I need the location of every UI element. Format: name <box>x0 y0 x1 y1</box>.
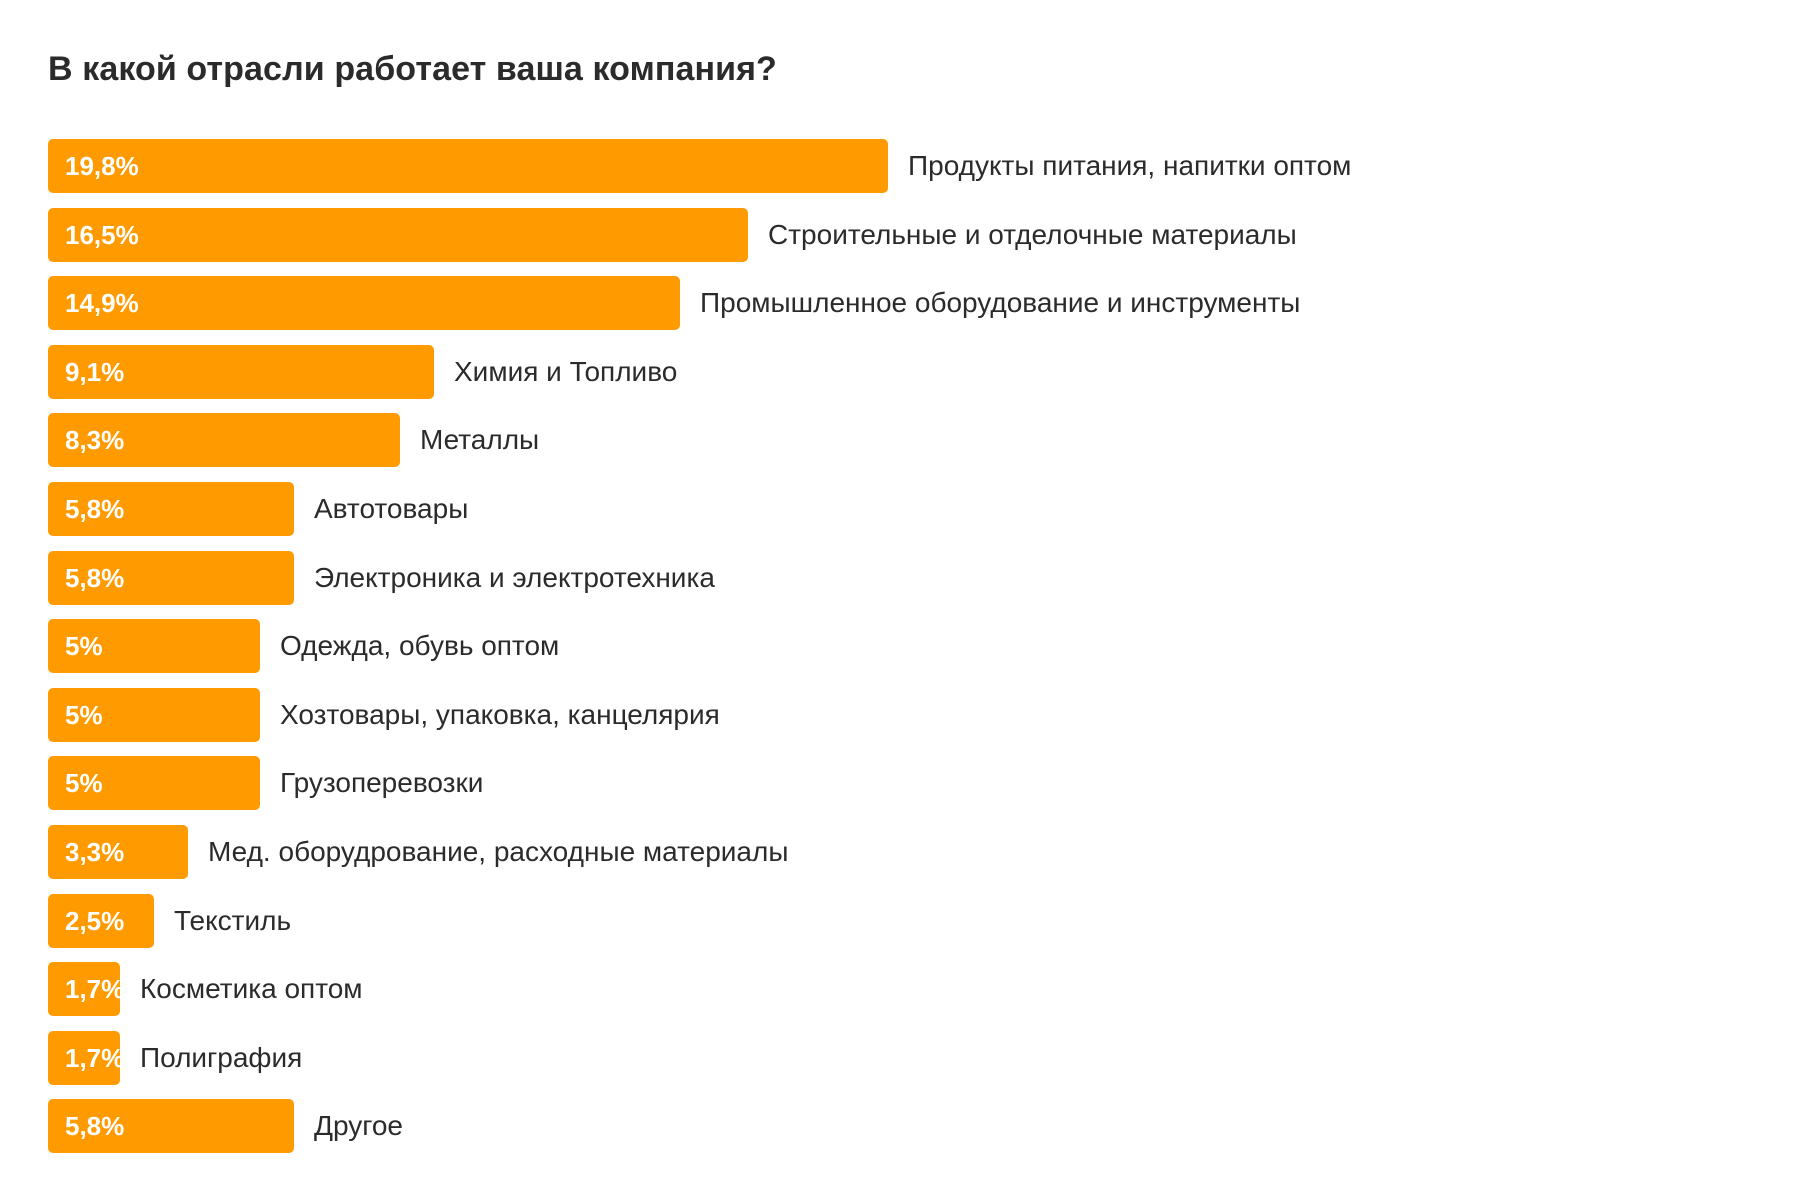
category-label: Мед. оборудрование, расходные материалы <box>208 836 789 867</box>
bar: 8,3% <box>48 413 400 468</box>
chart-title: В какой отрасли работает ваша компания? <box>48 50 777 88</box>
chart-row: 5% Одежда, обувь оптом <box>48 619 1748 674</box>
chart-row: 1,7% Косметика оптом <box>48 962 1748 1017</box>
chart-row: 5,8% Другое <box>48 1099 1748 1154</box>
bar-value-label: 5,8% <box>65 1111 125 1142</box>
category-label: Электроника и электротехника <box>314 561 715 593</box>
bar-value-label: 3,3% <box>65 837 125 867</box>
chart-row: 5,8% Электроника и электротехника <box>48 550 1748 605</box>
chart-row: 2,5% Текстиль <box>48 893 1748 948</box>
bar: 16,5% <box>48 207 748 262</box>
bar: 5% <box>48 619 260 674</box>
chart-row: 5,8% Автотовары <box>48 482 1748 536</box>
bar: 2,5% <box>48 893 154 948</box>
bar-value-label: 8,3% <box>65 425 125 456</box>
bar-value-label: 5,8% <box>65 494 125 524</box>
bar-value-label: 1,7% <box>65 1042 125 1073</box>
category-label: Текстиль <box>174 904 292 936</box>
chart-row: 5% Грузоперевозки <box>48 756 1748 811</box>
chart-row: 9,1% Химия и Топливо <box>48 344 1748 399</box>
bar: 5,8% <box>48 1099 294 1154</box>
bar-value-label: 14,9% <box>65 288 139 319</box>
bar-value-label: 5% <box>65 631 103 662</box>
bar: 9,1% <box>48 344 434 399</box>
bar: 3,3% <box>48 825 188 879</box>
category-label: Другое <box>314 1110 403 1142</box>
category-label: Металлы <box>420 424 540 456</box>
category-label: Промышленное оборудование и инструменты <box>700 287 1301 319</box>
bar: 14,9% <box>48 276 680 331</box>
bar: 19,8% <box>48 139 888 193</box>
bar-value-label: 5% <box>65 768 103 799</box>
category-label: Полиграфия <box>140 1041 303 1073</box>
bar: 1,7% <box>48 962 124 1017</box>
chart-row: 5% Хозтовары, упаковка, канцелярия <box>48 687 1748 742</box>
category-label: Строительные и отделочные материалы <box>768 218 1297 250</box>
bar-value-label: 5,8% <box>65 562 125 593</box>
category-label: Косметика оптом <box>140 973 363 1005</box>
bar-value-label: 5% <box>65 699 103 730</box>
chart-row: 8,3% Металлы <box>48 413 1748 468</box>
chart-row: 14,9% Промышленное оборудование и инструм… <box>48 276 1748 331</box>
chart-row: 16,5% Строительные и отделочные материалы <box>48 207 1748 262</box>
category-label: Одежда, обувь оптом <box>280 630 560 662</box>
bar: 5,8% <box>48 482 294 536</box>
category-label: Химия и Топливо <box>454 355 678 387</box>
bar-value-label: 1,7% <box>65 974 125 1005</box>
chart-row: 3,3% Мед. оборудрование, расходные матери… <box>48 825 1748 879</box>
category-label: Грузоперевозки <box>280 767 484 799</box>
bar: 5% <box>48 756 260 811</box>
category-label: Автотовары <box>314 493 469 524</box>
chart-row: 19,8% Продукты питания, напитки оптом <box>48 139 1748 193</box>
bar: 5,8% <box>48 550 294 605</box>
bar: 5% <box>48 687 260 742</box>
category-label: Продукты питания, напитки оптом <box>908 150 1352 181</box>
chart-row: 1,7% Полиграфия <box>48 1030 1748 1085</box>
bar: 1,7% <box>48 1030 124 1085</box>
bar-value-label: 9,1% <box>65 356 125 387</box>
bar-value-label: 16,5% <box>65 219 139 250</box>
bar-value-label: 19,8% <box>65 151 139 181</box>
bar-value-label: 2,5% <box>65 905 125 936</box>
category-label: Хозтовары, упаковка, канцелярия <box>280 698 720 730</box>
